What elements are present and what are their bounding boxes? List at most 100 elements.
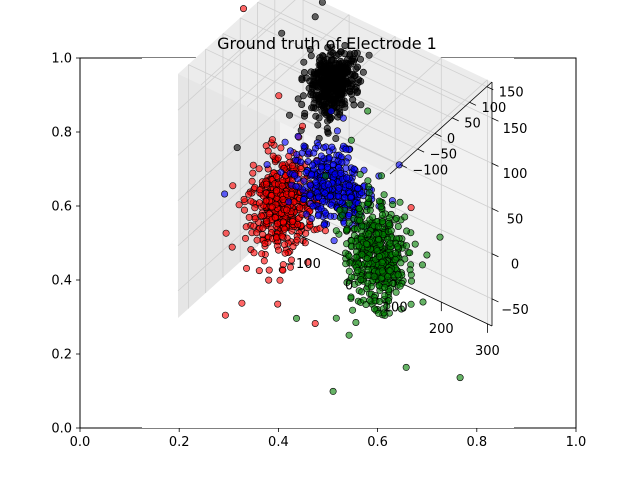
scatter-point bbox=[341, 100, 349, 108]
scatter-point bbox=[251, 215, 259, 223]
scatter-point bbox=[300, 142, 308, 150]
grid-line-x-back bbox=[339, 57, 442, 151]
scatter-point bbox=[407, 277, 415, 285]
scatter-point bbox=[356, 55, 364, 63]
scatter-point bbox=[358, 250, 366, 258]
scatter-point bbox=[308, 161, 316, 169]
scatter-point bbox=[377, 203, 385, 211]
scatter-point bbox=[314, 121, 322, 129]
scatter-point bbox=[279, 261, 287, 269]
scatter-point bbox=[345, 252, 353, 260]
scatter-point bbox=[411, 240, 419, 248]
scatter-point bbox=[312, 112, 320, 120]
grid-line-x-back bbox=[200, 0, 296, 86]
outer-x-tick-label: 0.8 bbox=[466, 435, 487, 450]
scatter-point bbox=[356, 216, 364, 224]
scatter-point bbox=[317, 163, 325, 171]
scatter-point bbox=[351, 72, 359, 80]
scatter-point bbox=[392, 288, 400, 296]
scatter-point bbox=[262, 197, 270, 205]
scatter-point bbox=[288, 190, 296, 198]
scatter-point bbox=[249, 169, 257, 177]
scatter-point bbox=[348, 237, 356, 245]
scatter-point bbox=[299, 92, 307, 100]
scatter-point bbox=[298, 76, 306, 84]
scatter-point bbox=[324, 129, 332, 137]
scatter-point bbox=[274, 246, 282, 254]
scatter-point bbox=[392, 214, 400, 222]
scatter-point bbox=[326, 95, 334, 103]
scatter-point bbox=[228, 243, 236, 251]
scatter-point bbox=[369, 213, 377, 221]
scatter-point bbox=[265, 276, 273, 284]
grid-line-z-back bbox=[257, 1, 470, 103]
scatter-point bbox=[327, 107, 335, 115]
x3d-tick-label: 300 bbox=[475, 344, 500, 359]
scatter-point bbox=[376, 297, 384, 305]
z-axis-line bbox=[389, 81, 493, 175]
scatter-point bbox=[238, 299, 246, 307]
scatter-point bbox=[221, 190, 229, 198]
scatter-point bbox=[301, 239, 309, 247]
grid-line-y-top bbox=[279, 17, 493, 119]
scatter-point bbox=[378, 211, 386, 219]
scatter-point bbox=[286, 147, 294, 155]
scatter-point bbox=[292, 314, 300, 322]
outer-x-tick-label: 0.6 bbox=[367, 435, 388, 450]
scatter-point bbox=[347, 293, 355, 301]
scatter-point bbox=[355, 242, 363, 250]
scatter-point bbox=[229, 182, 237, 190]
outer-y-tick-label: 0.2 bbox=[51, 348, 72, 363]
scatter-point bbox=[310, 149, 318, 157]
scatter-point bbox=[407, 204, 415, 212]
scatter-point bbox=[365, 189, 373, 197]
scatter-series-0 bbox=[233, 0, 373, 179]
scatter-point bbox=[401, 213, 409, 221]
scatter-point bbox=[304, 258, 312, 266]
scatter-point bbox=[364, 107, 372, 115]
scatter-point bbox=[322, 91, 330, 99]
scatter-point bbox=[247, 197, 255, 205]
scatter-point bbox=[374, 223, 382, 231]
grid-line-y-left bbox=[177, 17, 281, 111]
scatter-point bbox=[345, 331, 353, 339]
scatter-point bbox=[281, 249, 289, 257]
outer-x-tick-label: 0.4 bbox=[268, 435, 289, 450]
scatter-point bbox=[276, 276, 284, 284]
scatter-point bbox=[273, 187, 281, 195]
axes-3d: −1000100200300−50050100150−100−500501001… bbox=[142, 0, 529, 428]
scatter-point bbox=[273, 173, 281, 181]
scatter-point bbox=[338, 91, 346, 99]
scatter-point bbox=[291, 171, 299, 179]
x3d-tick-label: 100 bbox=[383, 301, 408, 316]
outer-y-tick-label: 0.8 bbox=[51, 126, 72, 141]
scatter-point bbox=[338, 158, 346, 166]
scatter-point bbox=[364, 272, 372, 280]
scatter-point bbox=[256, 186, 264, 194]
scatter-point bbox=[389, 201, 397, 209]
scatter-point bbox=[279, 218, 287, 226]
scatter-point bbox=[265, 266, 273, 274]
scatter-point bbox=[328, 43, 336, 51]
scatter-point bbox=[357, 276, 365, 284]
axes-3d-ticks: −1000100200300−50050100150−100−500501001… bbox=[285, 85, 529, 359]
scatter-point bbox=[347, 273, 355, 281]
scatter-point bbox=[326, 212, 334, 220]
scatter-point bbox=[334, 192, 342, 200]
scatter-point bbox=[332, 314, 340, 322]
z3d-tick-label: −100 bbox=[412, 163, 448, 178]
scatter-point bbox=[335, 104, 343, 112]
scatter-point bbox=[365, 183, 373, 191]
scatter-point bbox=[293, 151, 301, 159]
z3d-tick-label: −50 bbox=[430, 148, 457, 163]
outer-y-tick-label: 0.0 bbox=[51, 422, 72, 437]
scatter-point bbox=[325, 72, 333, 80]
scatter-point bbox=[350, 165, 358, 173]
scatter-point bbox=[250, 249, 258, 257]
scatter-point bbox=[353, 89, 361, 97]
scatter-point bbox=[297, 158, 305, 166]
scatter-point bbox=[337, 169, 345, 177]
scatter-point bbox=[294, 132, 302, 140]
scatter-point bbox=[341, 194, 349, 202]
